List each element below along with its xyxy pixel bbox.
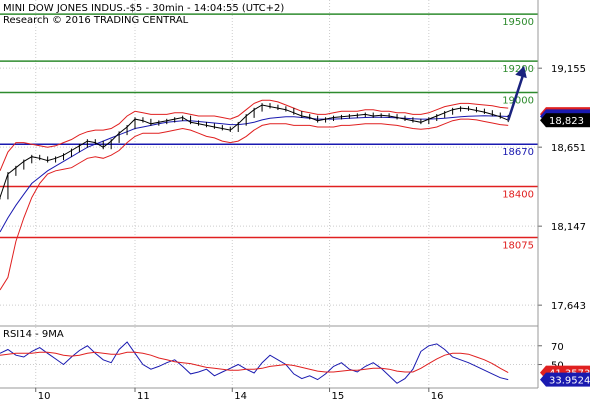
x-tick-label: 15 [332, 391, 345, 400]
price-line [0, 104, 509, 198]
main-y-tick-label: 18,651 [551, 143, 586, 154]
x-tick-label: 10 [38, 391, 51, 400]
price-series-group [0, 99, 509, 291]
horizontal-levels: 19500 19200 19000 18670 18400 18075 [0, 13, 538, 251]
chart-title: MINI DOW JONES INDUS.-$5 - 30min - 14:04… [3, 3, 284, 14]
main-plot-area [0, 0, 538, 326]
rsi-series-line-9ma [0, 351, 509, 374]
x-axis: 10 11 14 15 16 [35, 388, 444, 400]
forecast-arrow [507, 65, 527, 121]
x-tick-label: 11 [137, 391, 150, 400]
forecast-arrow-head [515, 65, 527, 79]
forecast-arrow-shaft [507, 71, 526, 121]
rsi-tag-pointer [540, 372, 546, 387]
rsi-title: RSI14 - 9MA [3, 329, 64, 340]
rsi-tag-label: 33.9524 [549, 376, 590, 387]
main-y-axis: 19,155 18,651 18,147 17,643 [538, 64, 586, 312]
bollinger-lower-line [0, 118, 509, 291]
rsi-grid [0, 327, 538, 388]
main-y-tick-label: 17,643 [551, 301, 586, 312]
level-label-19000: 19000 [502, 95, 534, 106]
current-price-tags: 18,861.618,847.418,823 [540, 107, 590, 128]
rsi-y-tick-label: 70 [551, 342, 564, 353]
x-tick-label: 14 [234, 391, 247, 400]
main-y-tick-label: 18,147 [551, 222, 586, 233]
x-tick-label: 16 [431, 391, 444, 400]
level-label-18075: 18075 [502, 240, 534, 251]
rsi-series-line-rsi14 [0, 341, 509, 384]
level-label-19200: 19200 [502, 64, 534, 75]
bollinger-upper-line [0, 99, 509, 171]
price-tag-pointer [540, 113, 546, 128]
moving-average-line [0, 115, 509, 233]
level-label-18670: 18670 [502, 147, 534, 158]
main-y-tick-label: 19,155 [551, 64, 586, 75]
chart-copyright: Research © 2016 TRADING CENTRAL [3, 15, 189, 26]
level-label-18400: 18400 [502, 190, 534, 201]
main-grid [0, 0, 538, 326]
rsi-series-group [0, 341, 509, 384]
rsi-panel: 7050 41.357333.9524 RSI14 - 9MA [0, 327, 590, 388]
rsi-tag-bg [546, 372, 590, 387]
level-label-19500: 19500 [502, 17, 534, 28]
rsi-value-tags: 41.357333.9524 [540, 365, 590, 387]
price-tag-label: 18,823 [549, 116, 584, 127]
price-tag-bg [546, 113, 590, 128]
main-panel: 19500 19200 19000 18670 18400 18075 19,155 18,… [0, 0, 590, 326]
